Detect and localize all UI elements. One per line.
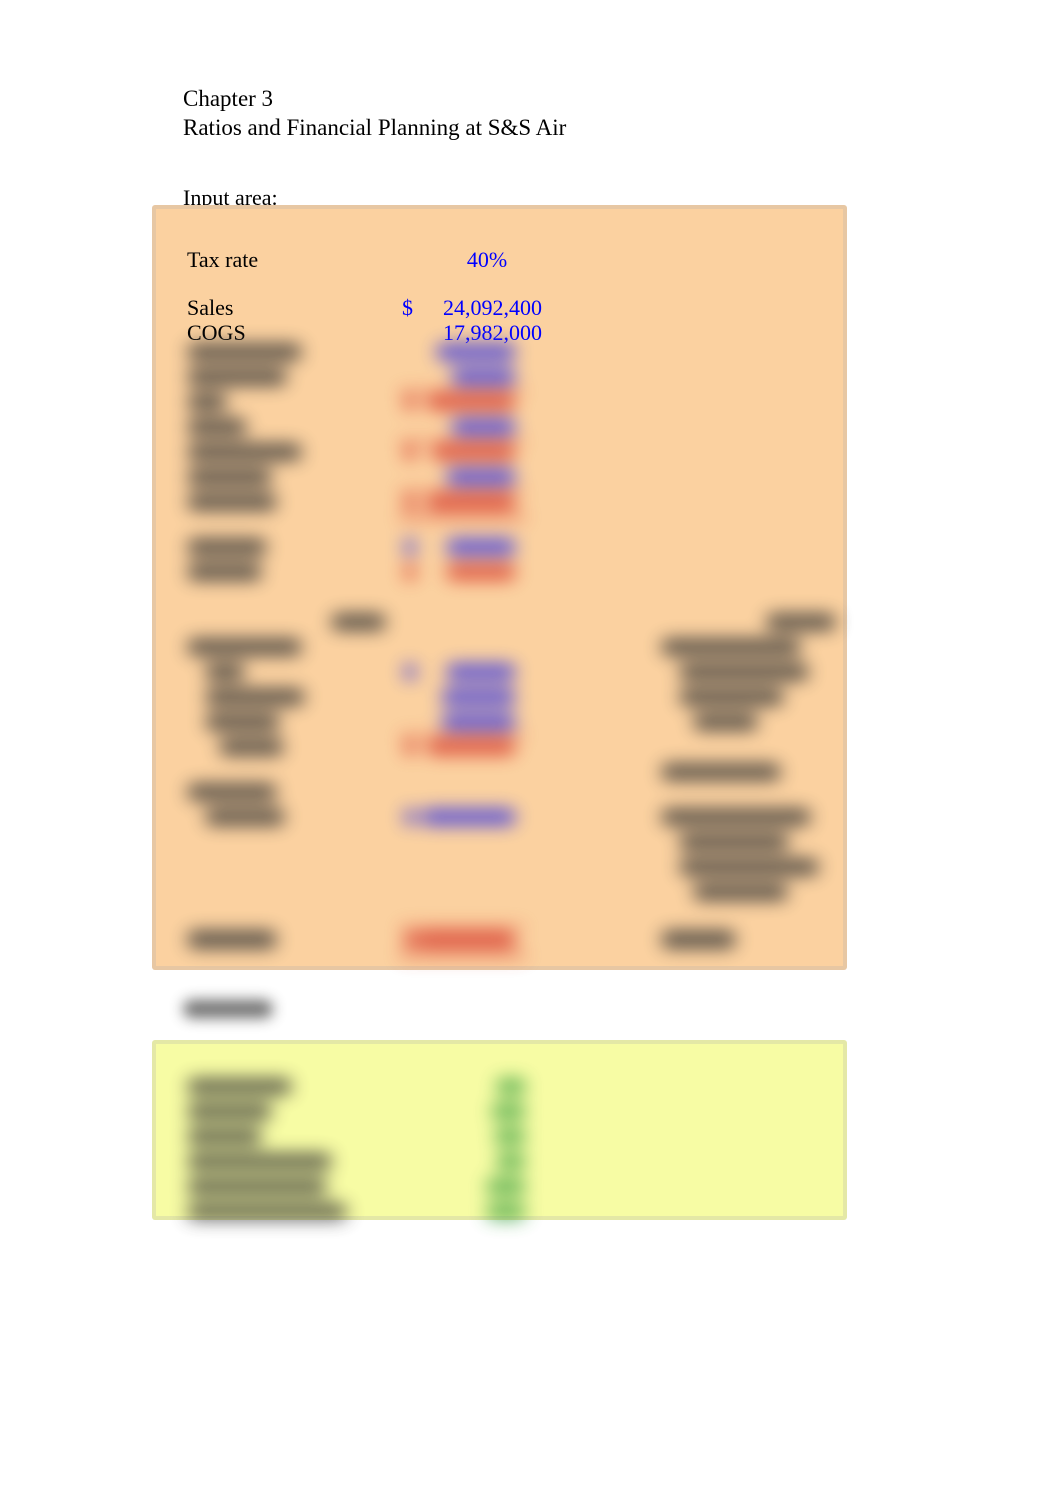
blurred-content: [156, 209, 843, 966]
input-panel: Tax rate 40% Sales $ 24,092,400 COGS 17,…: [152, 205, 847, 970]
blurred-output-content: [156, 1044, 843, 1216]
chapter-number: Chapter 3: [183, 85, 1062, 114]
chapter-title-text: Ratios and Financial Planning at S&S Air: [183, 114, 1062, 143]
chapter-heading: Chapter 3 Ratios and Financial Planning …: [183, 85, 1062, 143]
output-panel: [152, 1040, 847, 1220]
output-area-label: [183, 998, 273, 1024]
